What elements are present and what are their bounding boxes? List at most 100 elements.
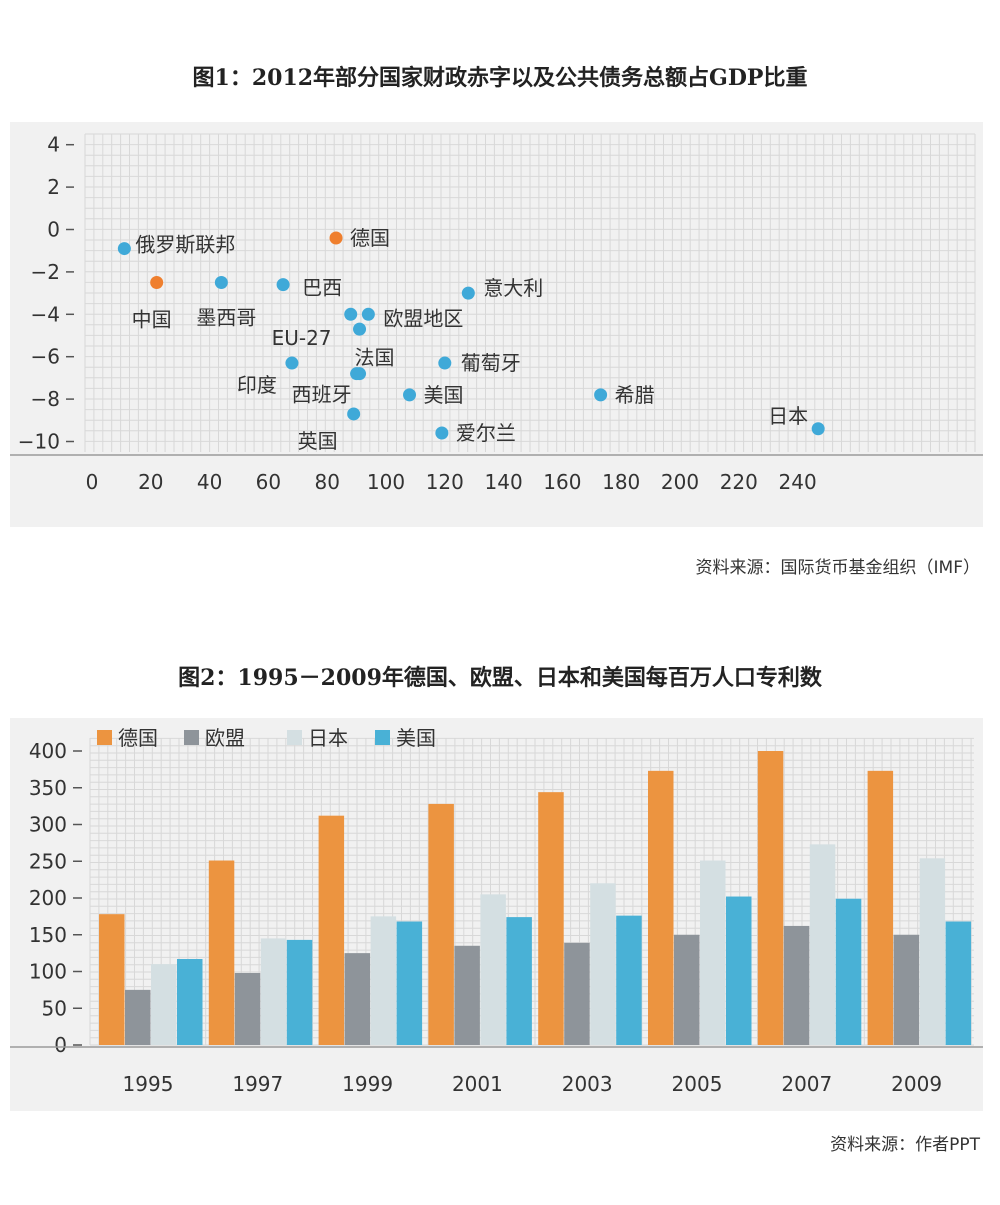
y-tick-label: 100 <box>29 960 67 984</box>
y-tick-label: 0 <box>47 218 60 242</box>
bar <box>538 792 564 1045</box>
x-tick-label: 60 <box>256 470 281 494</box>
data-point <box>438 356 452 370</box>
x-tick-labels: 0 20 40 60 80 100 120 140 160 180 200 220 240 <box>86 470 817 494</box>
y-tick-label: 400 <box>29 739 67 763</box>
bar <box>208 860 235 1045</box>
data-point <box>594 388 608 402</box>
data-point <box>403 388 417 402</box>
y-tick-label: −8 <box>31 387 60 411</box>
data-point <box>461 286 475 300</box>
legend-label: 欧盟 <box>205 726 245 750</box>
point-label: 意大利 <box>483 276 543 300</box>
y-tick-label: 150 <box>29 923 67 947</box>
point-label: 巴西 <box>302 276 342 300</box>
x-tick-label: 180 <box>602 470 640 494</box>
bar <box>757 751 784 1045</box>
figure1-title: 图1：2012年部分国家财政赤字以及公共债务总额占GDP比重 <box>192 65 808 91</box>
x-tick-label: 1995 <box>123 1072 174 1096</box>
y-tick-label: 250 <box>29 849 67 873</box>
data-point <box>117 242 131 256</box>
point-label: 墨西哥 <box>196 306 256 330</box>
y-tick-label: 50 <box>42 996 67 1020</box>
bar <box>867 770 894 1045</box>
bars <box>99 751 972 1045</box>
bar <box>648 770 674 1045</box>
y-tick-label: −2 <box>31 260 60 284</box>
bar <box>99 914 125 1045</box>
bar <box>428 803 454 1045</box>
x-tick-label: 220 <box>720 470 758 494</box>
data-point <box>276 278 290 292</box>
data-point <box>285 356 299 370</box>
figure2-source: 资料来源：作者PPT <box>830 1135 980 1155</box>
legend-label: 德国 <box>118 726 158 750</box>
bar <box>480 894 506 1045</box>
bar <box>564 942 590 1045</box>
bar <box>616 915 642 1045</box>
y-tick-label: 4 <box>47 133 60 157</box>
bar <box>809 844 836 1045</box>
legend-swatch <box>375 730 390 745</box>
bar <box>590 883 616 1045</box>
legend-label: 日本 <box>308 726 348 750</box>
point-label: 葡萄牙 <box>461 351 521 375</box>
x-tick-label: 160 <box>543 470 581 494</box>
x-tick-label: 200 <box>661 470 699 494</box>
y-tick-label: 350 <box>29 776 67 800</box>
bar <box>454 945 480 1045</box>
x-tick-label: 1999 <box>342 1072 393 1096</box>
point-label: 俄罗斯联邦 <box>135 233 235 257</box>
legend-label: 美国 <box>396 726 436 750</box>
data-point <box>435 426 449 440</box>
point-label: 欧盟地区 <box>383 306 463 330</box>
bar <box>125 989 151 1045</box>
bar <box>260 938 287 1045</box>
bar <box>700 860 726 1045</box>
data-point <box>150 276 164 289</box>
bar-chart-panel: 400 350 300 250 200 150 100 50 0 德国 欧盟 日本 美国 1995 1997… <box>10 718 983 1111</box>
point-label: 日本 <box>768 404 808 428</box>
y-tick-label: 2 <box>47 175 60 199</box>
bar <box>919 858 946 1045</box>
bar <box>370 916 397 1045</box>
point-label: 德国 <box>350 226 390 250</box>
bar <box>344 953 371 1045</box>
data-point <box>347 407 361 421</box>
x-tick-label: 2005 <box>672 1072 723 1096</box>
legend-swatch <box>97 730 112 745</box>
y-tick-label: 300 <box>29 813 67 837</box>
y-tick-labels: 400 350 300 250 200 150 100 50 0 <box>29 739 82 1057</box>
x-tick-label: 40 <box>197 470 222 494</box>
x-tick-label: 0 <box>86 470 99 494</box>
figure2-title: 图2：1995－2009年德国、欧盟、日本和美国每百万人口专利数 <box>178 665 822 691</box>
legend-swatch <box>287 730 302 745</box>
legend: 德国 欧盟 日本 美国 <box>97 726 436 750</box>
point-label: 英国 <box>298 429 338 453</box>
bar-chart: 400 350 300 250 200 150 100 50 0 德国 欧盟 日本 美国 1995 1997… <box>10 726 983 1096</box>
bar <box>674 934 700 1045</box>
bar <box>783 925 810 1045</box>
point-label: 美国 <box>424 383 464 407</box>
bar <box>286 939 313 1045</box>
point-label: 中国 <box>132 308 172 332</box>
x-tick-label: 140 <box>485 470 523 494</box>
point-label: 法国 <box>355 346 395 370</box>
x-tick-label: 100 <box>367 470 405 494</box>
bar <box>835 898 862 1045</box>
x-tick-label: 2001 <box>452 1072 503 1096</box>
data-point <box>353 322 367 336</box>
x-tick-label: 2003 <box>562 1072 613 1096</box>
data-point <box>344 307 358 321</box>
point-label: 希腊 <box>615 383 655 407</box>
x-tick-label: 80 <box>314 470 339 494</box>
bar <box>893 934 920 1045</box>
scatter-chart: 420−2−4−6−8−100 20 40 60 80 100 120 140 160 180 20… <box>10 133 983 494</box>
y-tick-label: −10 <box>18 430 60 454</box>
x-tick-label: 2009 <box>891 1072 942 1096</box>
x-tick-label: 240 <box>779 470 817 494</box>
point-label: 印度 <box>237 373 277 397</box>
figure1-source: 资料来源：国际货币基金组织（IMF） <box>695 558 980 578</box>
x-tick-label: 2007 <box>781 1072 832 1096</box>
